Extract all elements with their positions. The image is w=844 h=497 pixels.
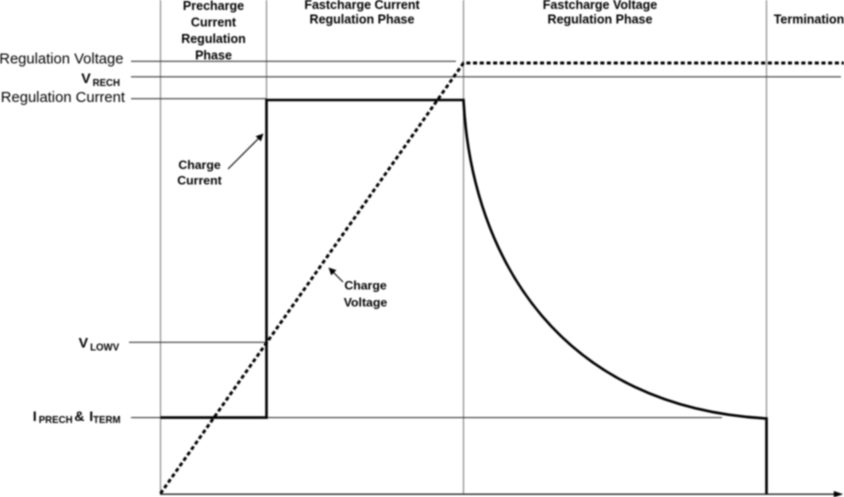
svg-text:&: &: [74, 409, 84, 425]
svg-text:I: I: [89, 409, 93, 425]
svg-text:Termination: Termination: [774, 13, 844, 27]
svg-text:Charge: Charge: [344, 279, 387, 293]
svg-text:Fastcharge Current: Fastcharge Current: [304, 0, 420, 12]
svg-text:V: V: [81, 71, 91, 87]
svg-text:Precharge: Precharge: [183, 0, 244, 13]
svg-text:I: I: [33, 409, 37, 425]
svg-text:Voltage: Voltage: [344, 296, 388, 310]
svg-text:Fastcharge Voltage: Fastcharge Voltage: [543, 0, 657, 12]
svg-text:Charge: Charge: [178, 158, 221, 172]
svg-text:LOWV: LOWV: [90, 342, 120, 353]
svg-text:Phase: Phase: [195, 49, 232, 63]
svg-text:Regulation: Regulation: [181, 32, 246, 46]
svg-text:Current: Current: [177, 174, 221, 188]
svg-text:TERM: TERM: [93, 415, 120, 426]
svg-text:Regulation Phase: Regulation Phase: [548, 13, 653, 27]
svg-text:PRECH: PRECH: [39, 415, 73, 426]
svg-text:Regulation Voltage: Regulation Voltage: [0, 52, 124, 68]
svg-text:Regulation Current: Regulation Current: [1, 90, 125, 106]
svg-text:RECH: RECH: [93, 78, 120, 89]
svg-text:Current: Current: [191, 16, 237, 30]
svg-text:Regulation Phase: Regulation Phase: [310, 13, 415, 27]
svg-text:V: V: [79, 336, 89, 352]
